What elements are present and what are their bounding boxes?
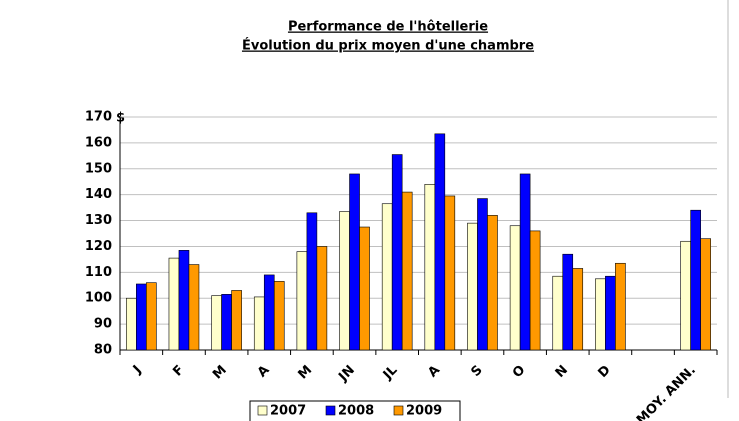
- bar: [401, 191, 413, 351]
- y-tick-label: 80: [94, 343, 112, 358]
- bar: [519, 173, 531, 351]
- bar: [316, 246, 328, 351]
- bar: [700, 238, 711, 351]
- bar: [126, 297, 137, 351]
- bar: [296, 251, 308, 351]
- legend-swatch: [257, 405, 268, 416]
- bar: [605, 275, 616, 351]
- bar: [434, 133, 446, 351]
- y-tick-label: 110: [85, 265, 112, 280]
- bar: [273, 281, 285, 351]
- bar: [168, 257, 180, 351]
- bar: [509, 225, 521, 351]
- y-tick-label: 90: [94, 317, 112, 332]
- bar: [339, 211, 350, 351]
- bar: [188, 264, 200, 351]
- bar: [231, 290, 242, 351]
- bar: [178, 250, 190, 351]
- bar: [146, 282, 157, 351]
- y-tick-label: 130: [85, 213, 112, 228]
- bar: [211, 295, 222, 351]
- bar: [552, 275, 564, 351]
- bar: [444, 195, 456, 351]
- bar: [615, 262, 626, 351]
- legend-box: [249, 400, 461, 421]
- bar: [253, 296, 265, 351]
- bar: [424, 184, 436, 351]
- legend-label: 2007: [270, 404, 306, 419]
- bar: [221, 294, 232, 351]
- bar: [477, 198, 488, 351]
- chart-subtitle: Évolution du prix moyen d'une chambre: [242, 38, 534, 54]
- bar: [306, 212, 318, 351]
- y-tick-label: 150: [85, 161, 112, 176]
- y-tick-label: 120: [85, 239, 112, 254]
- bar: [572, 268, 584, 351]
- bar: [487, 215, 498, 351]
- legend-swatch: [393, 405, 404, 416]
- y-tick-label: 140: [85, 187, 112, 202]
- bar: [359, 226, 370, 351]
- chart-title: Performance de l'hôtellerie: [288, 20, 488, 35]
- bar: [467, 222, 478, 351]
- bar: [136, 283, 147, 351]
- bar: [263, 274, 275, 351]
- legend-label: 2008: [338, 404, 374, 419]
- bar: [349, 173, 360, 351]
- y-tick-label: 160: [85, 135, 112, 150]
- y-axis-label: $: [116, 111, 125, 126]
- bar: [381, 203, 393, 351]
- legend-label: 2009: [406, 404, 442, 419]
- y-tick-label: 100: [85, 291, 112, 306]
- bar: [680, 240, 691, 351]
- bar: [562, 253, 574, 351]
- bar: [595, 278, 606, 351]
- bar: [529, 230, 541, 351]
- y-tick-label: 170: [85, 110, 112, 125]
- legend-swatch: [325, 405, 336, 416]
- bar: [391, 154, 403, 351]
- bar: [690, 209, 701, 351]
